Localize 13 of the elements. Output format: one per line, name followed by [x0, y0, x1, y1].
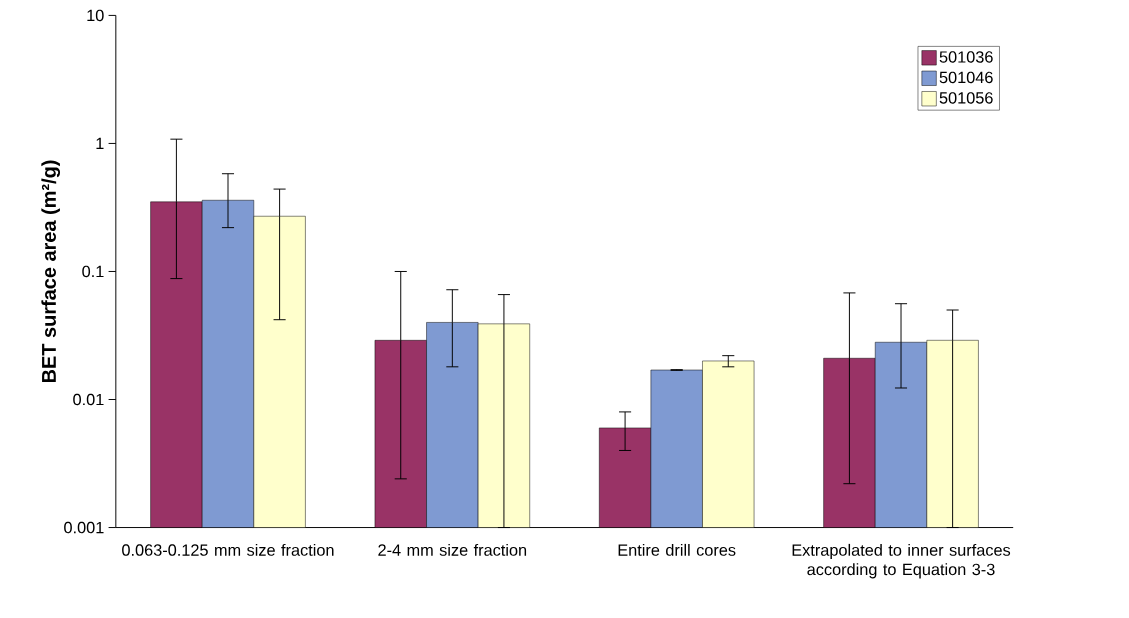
- x-tick-label: Entire drill cores: [618, 543, 736, 556]
- legend-label: 501036: [939, 51, 993, 63]
- y-axis-title: BET surface area (m²/g): [41, 160, 61, 382]
- y-tick-label: 0.01: [73, 393, 104, 406]
- legend-label: 501056: [939, 92, 993, 104]
- y-tick-label: 1: [96, 137, 104, 149]
- legend-label: 501046: [939, 71, 993, 84]
- y-tick-label: 0.001: [64, 521, 104, 534]
- x-tick-label: Extrapolated to inner surfaces according to Equation 3-3: [792, 543, 1011, 579]
- y-tick-label: 0.1: [82, 265, 104, 278]
- x-tick-label: 2-4 mm size fraction: [378, 543, 527, 556]
- y-tick-label: 10: [87, 9, 104, 22]
- x-tick-label: 0.063-0.125 mm size fraction: [122, 543, 334, 556]
